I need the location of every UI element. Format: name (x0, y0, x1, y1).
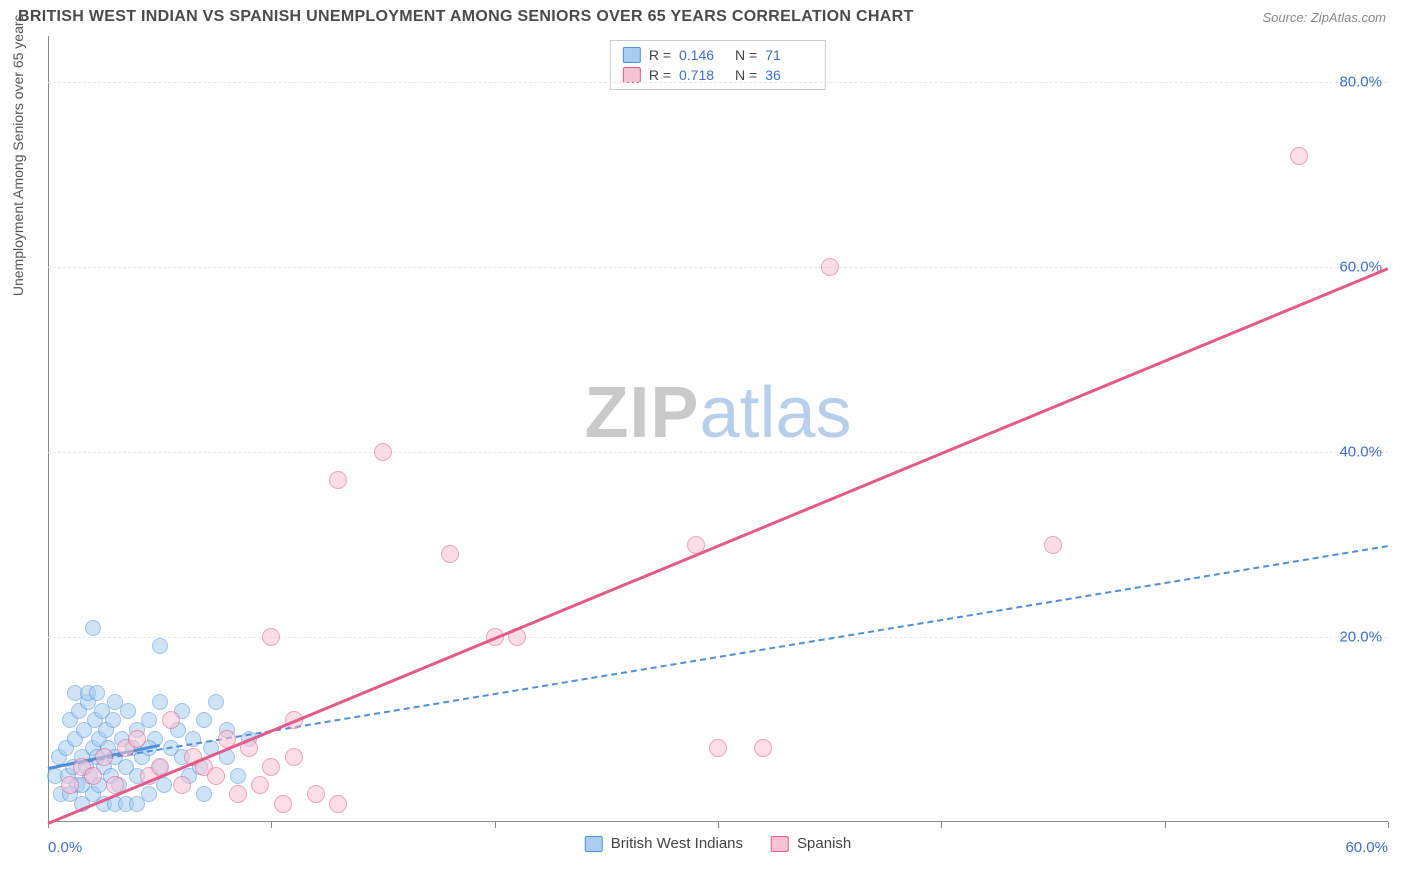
gridline-h (48, 82, 1388, 83)
x-tick (718, 822, 719, 828)
data-point-bwi (196, 712, 212, 728)
stat-r-value: 0.718 (679, 67, 727, 83)
x-tick (1165, 822, 1166, 828)
data-point-spanish (262, 758, 280, 776)
data-point-bwi (129, 796, 145, 812)
data-point-spanish (374, 443, 392, 461)
data-point-bwi (152, 638, 168, 654)
stat-r-value: 0.146 (679, 47, 727, 63)
data-point-spanish (1290, 147, 1308, 165)
data-point-spanish (229, 785, 247, 803)
data-point-spanish (821, 258, 839, 276)
data-point-bwi (89, 685, 105, 701)
legend-item: Spanish (771, 835, 851, 852)
data-point-bwi (208, 694, 224, 710)
data-point-spanish (274, 795, 292, 813)
data-point-spanish (128, 730, 146, 748)
bottom-legend: British West Indians Spanish (585, 835, 852, 852)
stat-n-value: 36 (765, 67, 813, 83)
data-point-spanish (61, 776, 79, 794)
y-tick-label: 40.0% (1339, 444, 1382, 461)
y-axis-label: Unemployment Among Seniors over 65 years (10, 14, 26, 296)
data-point-spanish (251, 776, 269, 794)
x-tick (271, 822, 272, 828)
x-tick-label: 60.0% (1345, 839, 1388, 856)
data-point-spanish (84, 767, 102, 785)
source-attribution: Source: ZipAtlas.com (1262, 10, 1386, 25)
data-point-bwi (141, 712, 157, 728)
data-point-bwi (85, 620, 101, 636)
legend-label: British West Indians (611, 835, 743, 852)
data-point-spanish (754, 739, 772, 757)
legend-swatch (623, 67, 641, 83)
legend-item: British West Indians (585, 835, 743, 852)
data-point-spanish (285, 748, 303, 766)
legend-label: Spanish (797, 835, 851, 852)
data-point-bwi (120, 703, 136, 719)
watermark-part1: ZIP (584, 373, 699, 453)
stat-n-value: 71 (765, 47, 813, 63)
data-point-spanish (173, 776, 191, 794)
watermark: ZIPatlas (584, 372, 851, 454)
y-tick-label: 80.0% (1339, 74, 1382, 91)
data-point-spanish (307, 785, 325, 803)
x-tick (1388, 822, 1389, 828)
x-tick (941, 822, 942, 828)
y-tick-label: 20.0% (1339, 629, 1382, 646)
stat-n-label: N = (735, 47, 757, 63)
data-point-bwi (105, 712, 121, 728)
data-point-spanish (329, 795, 347, 813)
x-tick-label: 0.0% (48, 839, 82, 856)
gridline-h (48, 452, 1388, 453)
gridline-h (48, 267, 1388, 268)
data-point-spanish (329, 471, 347, 489)
data-point-spanish (709, 739, 727, 757)
data-point-spanish (1044, 536, 1062, 554)
plot-region: ZIPatlas R = 0.146 N = 71 R = 0.718 N = 36 20.0… (48, 36, 1388, 822)
data-point-bwi (156, 777, 172, 793)
stats-row-bwi: R = 0.146 N = 71 (623, 45, 813, 65)
stat-n-label: N = (735, 67, 757, 83)
chart-area: Unemployment Among Seniors over 65 years… (48, 36, 1388, 822)
data-point-bwi (230, 768, 246, 784)
title-bar: BRITISH WEST INDIAN VS SPANISH UNEMPLOYM… (0, 0, 1406, 26)
gridline-h (48, 637, 1388, 638)
stat-r-label: R = (649, 67, 671, 83)
y-axis-line (48, 36, 49, 822)
stat-r-label: R = (649, 47, 671, 63)
watermark-part2: atlas (699, 373, 851, 453)
legend-swatch (623, 47, 641, 63)
legend-swatch (771, 836, 789, 852)
x-tick (495, 822, 496, 828)
trend-line (48, 545, 1388, 769)
data-point-spanish (441, 545, 459, 563)
data-point-spanish (262, 628, 280, 646)
data-point-spanish (162, 711, 180, 729)
data-point-bwi (152, 694, 168, 710)
chart-title: BRITISH WEST INDIAN VS SPANISH UNEMPLOYM… (18, 8, 914, 26)
data-point-bwi (196, 786, 212, 802)
legend-swatch (585, 836, 603, 852)
data-point-spanish (95, 748, 113, 766)
data-point-spanish (207, 767, 225, 785)
